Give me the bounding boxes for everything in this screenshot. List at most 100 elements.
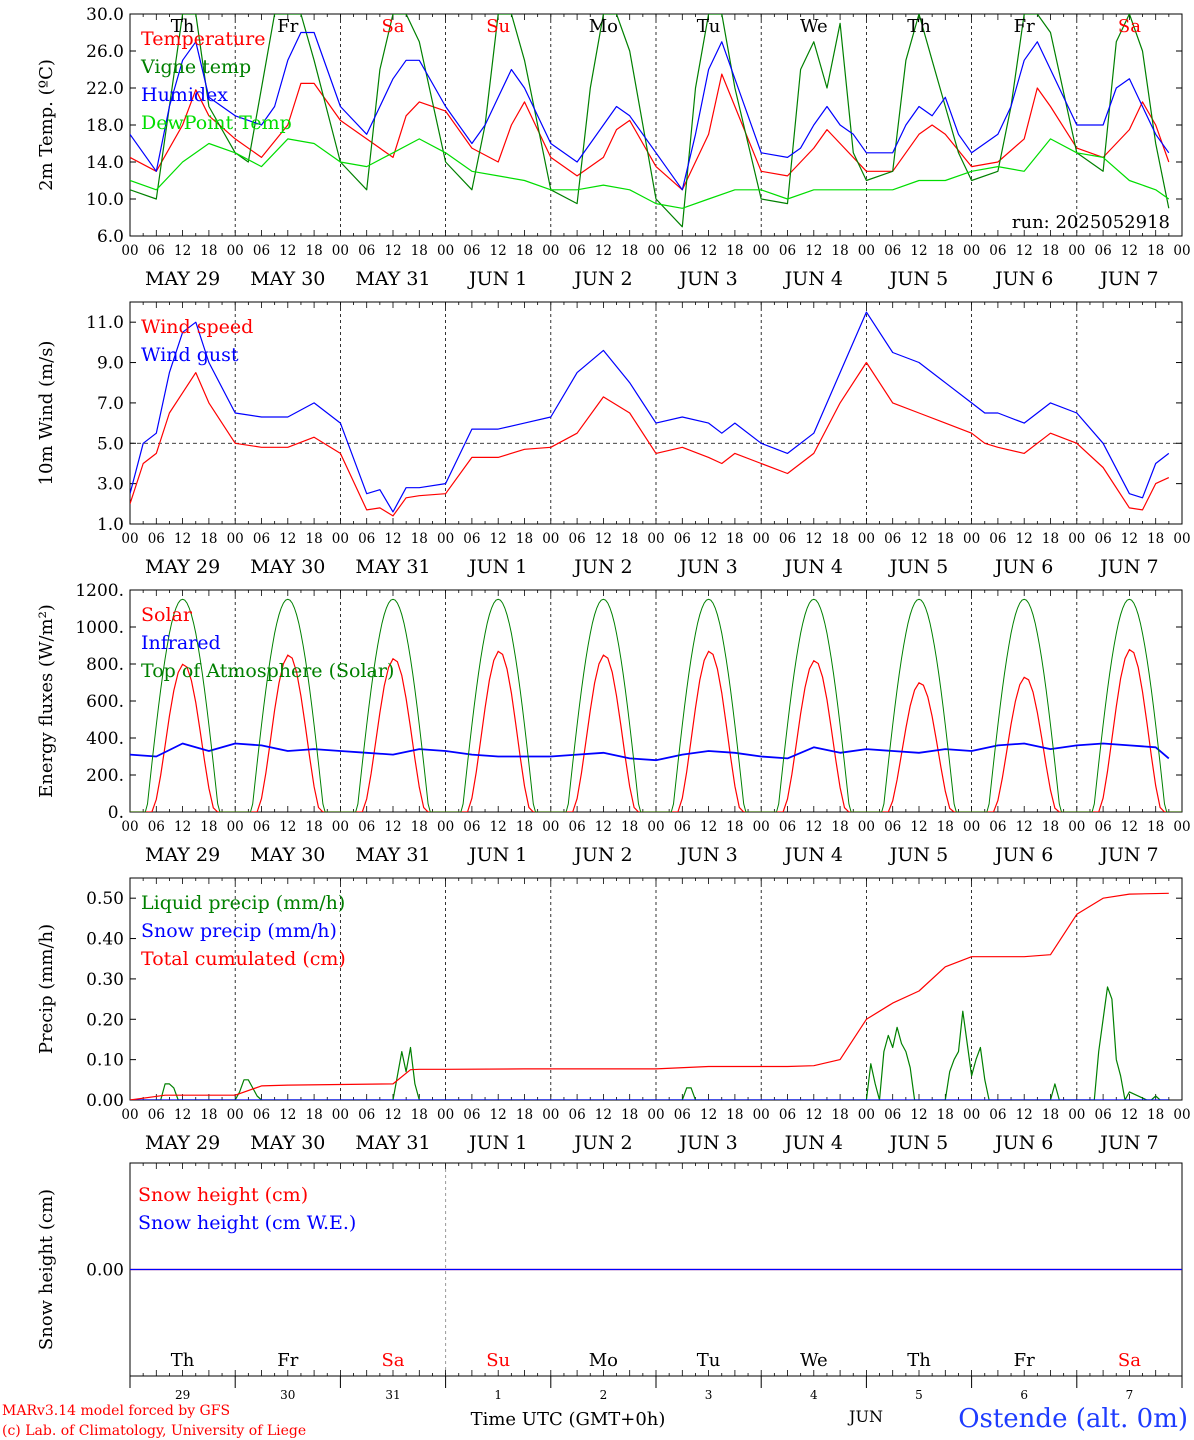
- hour-label: 06: [1095, 1107, 1112, 1123]
- hour-label: 00: [753, 531, 770, 547]
- hour-label: 00: [542, 1107, 559, 1123]
- hour-label: 06: [253, 243, 270, 259]
- series-dewpoint-temp: [130, 138, 1170, 209]
- hour-label: 06: [148, 819, 165, 835]
- hour-label: 06: [884, 819, 901, 835]
- date-label: MAY 29: [145, 556, 220, 578]
- hour-label: 12: [174, 243, 191, 259]
- legend-snow-precip-mm-h-: Snow precip (mm/h): [141, 920, 337, 942]
- panel-temperature: 6.0 10.0 14.0 18.0 22.0 26.0 30.0 2m Temp. (ºC)…: [36, 5, 1191, 290]
- hour-label: 18: [411, 531, 428, 547]
- hour-label: 18: [937, 243, 954, 259]
- y-axis-label: Snow height (cm): [36, 1189, 57, 1350]
- legend-vigne-temp: Vigne temp: [140, 56, 251, 78]
- hour-label: 18: [621, 1107, 638, 1123]
- plot-area: [130, 598, 1182, 812]
- hour-label: 12: [1121, 531, 1138, 547]
- series-infrared: [130, 742, 1170, 762]
- footer-model: MARv3.14 model forced by GFS: [2, 1403, 230, 1419]
- hour-label: 06: [253, 531, 270, 547]
- date-label: JUN 3: [677, 844, 737, 866]
- day-number: 31: [385, 1388, 400, 1402]
- day-number: 2: [600, 1388, 608, 1402]
- y-tick-label: 9.0: [97, 354, 124, 374]
- hour-label: 00: [227, 243, 244, 259]
- hour-label: 12: [910, 243, 927, 259]
- weekday-label-top: We: [800, 16, 828, 37]
- date-label: MAY 29: [145, 844, 220, 866]
- date-label: JUN 6: [993, 556, 1053, 578]
- series-temperature: [130, 73, 1170, 191]
- hour-label: 12: [1121, 1107, 1138, 1123]
- series-solar: [130, 648, 1182, 812]
- legend-temperature: Temperature: [141, 28, 265, 50]
- hour-label: 00: [227, 1107, 244, 1123]
- y-tick-label: 600.: [86, 692, 124, 712]
- hour-label: 18: [621, 531, 638, 547]
- hour-label: 00: [121, 531, 138, 547]
- hour-label: 12: [279, 819, 296, 835]
- hour-label: 18: [200, 1107, 217, 1123]
- hour-label: 00: [542, 819, 559, 835]
- hour-label: 06: [989, 243, 1006, 259]
- hour-label: 12: [1016, 819, 1033, 835]
- hour-label: 00: [437, 531, 454, 547]
- hour-label: 00: [858, 243, 875, 259]
- hour-label: 12: [595, 1107, 612, 1123]
- hour-label: 18: [937, 819, 954, 835]
- date-label: JUN 6: [993, 844, 1053, 866]
- weekday-label-top: Sa: [1118, 16, 1141, 37]
- month-label: JUN: [847, 1407, 883, 1426]
- hour-label: 18: [1147, 819, 1164, 835]
- hour-label: 00: [1068, 531, 1085, 547]
- date-label: JUN 3: [677, 268, 737, 290]
- legend-infrared: Infrared: [141, 632, 221, 654]
- weekday-label-top: Tu: [697, 16, 721, 37]
- hour-label: 12: [174, 531, 191, 547]
- weekday-label: Th: [171, 1350, 195, 1371]
- plot-area: [130, 14, 1170, 228]
- hour-label: 06: [779, 531, 796, 547]
- hour-label: 18: [832, 1107, 849, 1123]
- hour-label: 18: [726, 243, 743, 259]
- weekday-label: Mo: [589, 1350, 618, 1371]
- hour-label: 00: [858, 819, 875, 835]
- hour-label: 00: [332, 243, 349, 259]
- hour-label: 00: [1068, 243, 1085, 259]
- y-tick-label: 0.40: [86, 930, 124, 950]
- hour-label: 12: [700, 531, 717, 547]
- hour-label: 00: [647, 1107, 664, 1123]
- hour-label: 00: [858, 531, 875, 547]
- hour-label: 18: [937, 531, 954, 547]
- y-tick-label: 18.0: [86, 116, 124, 136]
- hour-label: 18: [516, 1107, 533, 1123]
- hour-label: 12: [1121, 243, 1138, 259]
- date-label: JUN 2: [572, 268, 632, 290]
- hour-label: 00: [1173, 243, 1190, 259]
- hour-label: 00: [121, 1107, 138, 1123]
- weekday-label-top: Sa: [381, 16, 404, 37]
- date-label: MAY 31: [355, 268, 430, 290]
- hour-label: 18: [200, 531, 217, 547]
- hour-label: 12: [174, 1107, 191, 1123]
- weekday-label: Fr: [277, 1350, 298, 1371]
- hour-label: 06: [674, 819, 691, 835]
- y-tick-label: 0.20: [86, 1010, 124, 1030]
- hour-label: 00: [1173, 819, 1190, 835]
- hour-label: 12: [490, 531, 507, 547]
- hour-label: 18: [726, 1107, 743, 1123]
- hour-label: 06: [779, 819, 796, 835]
- hour-label: 00: [227, 819, 244, 835]
- hour-label: 18: [200, 243, 217, 259]
- hour-label: 06: [1095, 819, 1112, 835]
- hour-label: 18: [200, 819, 217, 835]
- date-label: JUN 1: [467, 1132, 527, 1154]
- hour-label: 00: [647, 819, 664, 835]
- hour-label: 00: [437, 243, 454, 259]
- weekday-label: Sa: [1118, 1350, 1141, 1371]
- hour-label: 18: [832, 819, 849, 835]
- hour-label: 00: [121, 243, 138, 259]
- hour-label: 12: [910, 819, 927, 835]
- hour-label: 06: [148, 531, 165, 547]
- y-axis-label: Energy fluxes (W/m²): [36, 604, 57, 798]
